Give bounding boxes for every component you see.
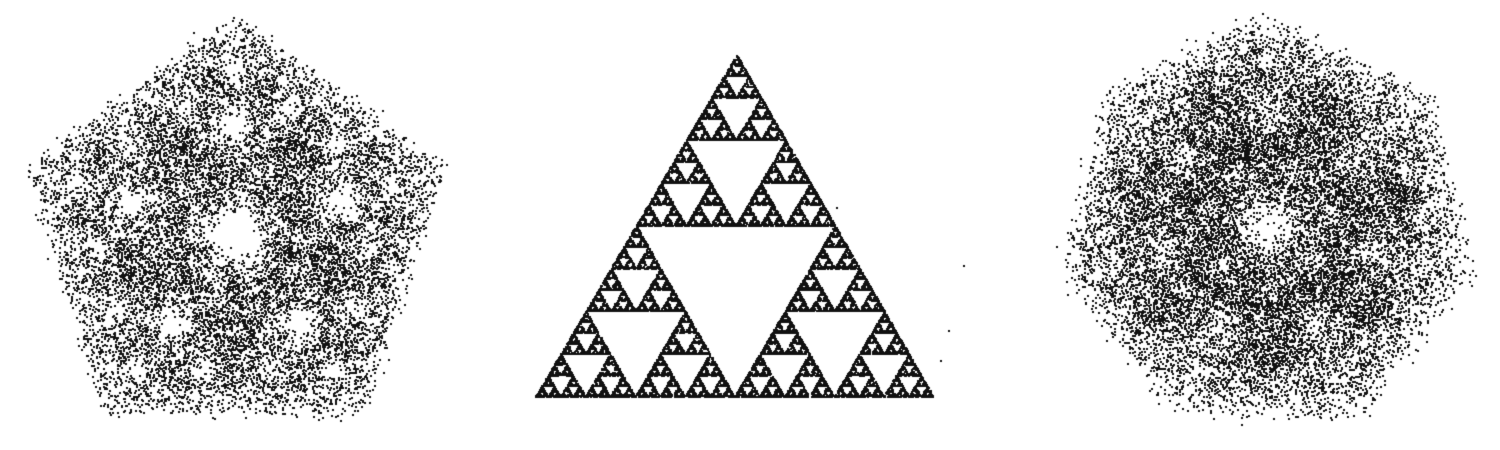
heptagon-fractal-panel [1020,0,1500,450]
sierpinski-triangle-panel [500,0,980,450]
sierpinski-triangle-points [500,0,980,450]
heptagon-fractal-points [1020,0,1500,450]
pentagon-fractal-points [0,0,470,450]
pentagon-fractal-panel [0,0,470,450]
